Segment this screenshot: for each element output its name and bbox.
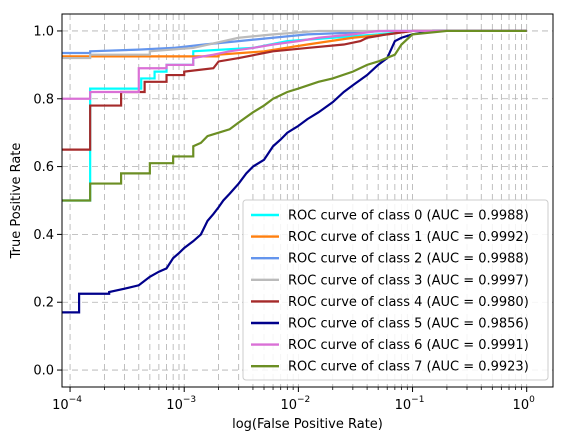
plot-frame bbox=[61, 13, 554, 388]
legend-box bbox=[242, 199, 549, 381]
y-tick-label: 1.0 bbox=[33, 24, 54, 39]
roc-curve-class-4 bbox=[62, 29, 527, 151]
x-axis-label: log(False Positive Rate) bbox=[232, 417, 383, 432]
y-tick-label: 0.8 bbox=[33, 92, 54, 107]
x-tick-label: 10−4 bbox=[52, 395, 82, 413]
x-tick-exponent: 0 bbox=[529, 395, 535, 405]
y-tick-label: 0.2 bbox=[33, 296, 54, 311]
legend: ROC curve of class 0 (AUC = 0.9988) ROC c… bbox=[242, 199, 549, 381]
legend-label-class-3: ROC curve of class 3 (AUC = 0.9997) bbox=[288, 273, 529, 288]
y-tick-label: 0.4 bbox=[33, 228, 54, 243]
y-axis-label: True Positive Rate bbox=[9, 143, 24, 260]
roc-curve-class-3 bbox=[62, 29, 527, 60]
y-tick-label: 0.6 bbox=[33, 160, 54, 175]
legend-label-class-2: ROC curve of class 2 (AUC = 0.9988) bbox=[288, 252, 529, 267]
x-tick-exponent: −1 bbox=[411, 395, 424, 405]
legend-label-class-4: ROC curve of class 4 (AUC = 0.9980) bbox=[288, 295, 529, 310]
roc-curve-class-5 bbox=[62, 29, 527, 314]
x-tick-label: 10−2 bbox=[280, 395, 310, 413]
roc-curve-class-7 bbox=[62, 29, 527, 202]
x-tick-exponent: −2 bbox=[297, 395, 310, 405]
legend-label-class-6: ROC curve of class 6 (AUC = 0.9991) bbox=[288, 338, 529, 353]
roc-curves bbox=[62, 29, 527, 314]
x-tick-exponent: −3 bbox=[183, 395, 196, 405]
x-tick-exponent: −4 bbox=[69, 395, 83, 405]
roc-curve-class-6 bbox=[62, 29, 527, 100]
x-tick-label: 10−1 bbox=[395, 395, 425, 413]
x-tick-label: 100 bbox=[513, 395, 536, 413]
legend-label-class-7: ROC curve of class 7 (AUC = 0.9923) bbox=[288, 360, 529, 375]
roc-curve-class-2 bbox=[62, 29, 527, 55]
x-tick-label: 10−3 bbox=[166, 395, 196, 413]
legend-label-class-0: ROC curve of class 0 (AUC = 0.9988) bbox=[288, 209, 529, 224]
y-tick-label: 0.0 bbox=[33, 364, 54, 379]
legend-label-class-1: ROC curve of class 1 (AUC = 0.9992) bbox=[288, 230, 529, 245]
legend-label-class-5: ROC curve of class 5 (AUC = 0.9856) bbox=[288, 317, 529, 332]
